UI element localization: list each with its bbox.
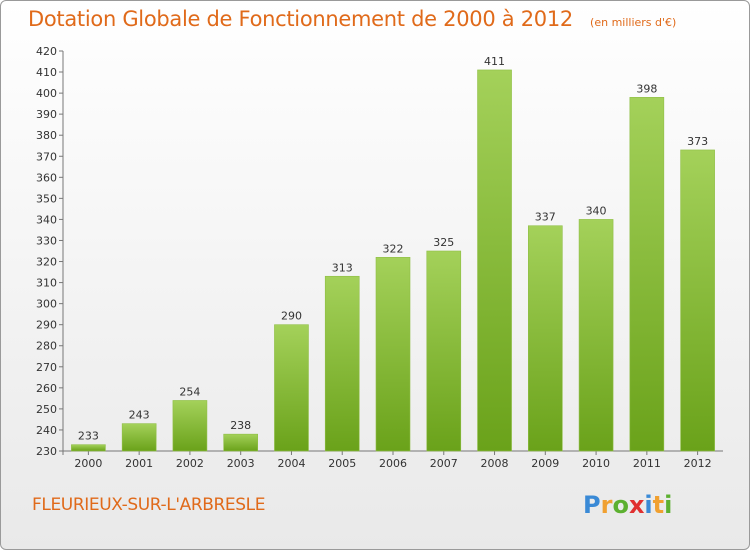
y-tick-label: 390 [36, 108, 57, 121]
bar-2011 [629, 97, 665, 452]
y-tick-label: 350 [36, 192, 57, 205]
x-tick-label: 2000 [74, 457, 102, 470]
y-tick-label: 320 [36, 256, 57, 269]
bar-value-label: 337 [535, 211, 556, 224]
logo-letter: x [628, 491, 645, 519]
x-tick-label: 2007 [430, 457, 458, 470]
logo-letter: o [612, 491, 629, 519]
logo-letter: t [652, 491, 665, 519]
y-tick-label: 400 [36, 87, 57, 100]
bar-value-label: 233 [78, 430, 99, 443]
x-tick-label: 2003 [227, 457, 255, 470]
proxiti-logo: Proxiti [583, 491, 672, 519]
bar-value-label: 243 [129, 409, 150, 422]
bar-value-label: 325 [433, 236, 454, 249]
y-tick-label: 340 [36, 213, 57, 226]
y-tick-label: 310 [36, 277, 57, 290]
chart-title-row: Dotation Globale de Fonctionnement de 20… [28, 7, 676, 31]
y-tick-label: 300 [36, 298, 57, 311]
bar-value-label: 373 [687, 135, 708, 148]
chart-axes: 230 240 250 260 270 280 290 300 310 320 330 340 350 3… [36, 45, 723, 458]
bar-value-label: 313 [332, 261, 353, 274]
bar-2005 [324, 275, 360, 452]
bar-value-label: 290 [281, 310, 302, 323]
bar-2000 [71, 444, 106, 452]
x-tick-label: 2010 [582, 457, 610, 470]
y-tick-label: 250 [36, 403, 57, 416]
bar-2001 [121, 423, 157, 452]
y-tick-label: 290 [36, 319, 57, 332]
y-tick-label: 360 [36, 171, 57, 184]
bar-value-label: 322 [383, 242, 404, 255]
x-tick-label: 2012 [684, 457, 712, 470]
bar-value-label: 398 [636, 82, 657, 95]
x-tick-label: 2005 [328, 457, 356, 470]
x-tick-label: 2011 [633, 457, 661, 470]
bar-2003 [223, 433, 258, 452]
bar-value-label: 254 [179, 385, 200, 398]
bar-2004 [274, 324, 309, 452]
y-tick-label: 260 [36, 382, 57, 395]
y-tick-label: 370 [36, 150, 57, 163]
bar-2006 [375, 257, 411, 452]
y-tick-label: 330 [36, 234, 57, 247]
y-tick-label: 410 [36, 66, 57, 79]
logo-letter: i [664, 491, 673, 519]
y-tick-label: 380 [36, 129, 57, 142]
bar-value-label: 238 [230, 419, 251, 432]
chart-labels: 233 2000 243 2001 254 2002 238 2003 290 2004 313 20… [74, 55, 711, 470]
x-tick-label: 2004 [277, 457, 305, 470]
chart-unit-note: (en milliers d'€) [590, 16, 677, 29]
logo-letter: r [600, 491, 613, 519]
logo-letter: P [583, 491, 601, 519]
y-tick-label: 280 [36, 340, 57, 353]
x-tick-label: 2001 [125, 457, 153, 470]
x-tick-label: 2009 [531, 457, 559, 470]
bar-value-label: 411 [484, 55, 505, 68]
x-tick-label: 2002 [176, 457, 204, 470]
bar-2010 [578, 219, 614, 452]
y-tick-label: 270 [36, 361, 57, 374]
commune-name: FLEURIEUX-SUR-L'ARBRESLE [32, 495, 266, 515]
bar-2012 [680, 149, 715, 452]
y-tick-label: 420 [36, 45, 57, 58]
y-tick-label: 240 [36, 424, 57, 437]
y-tick-label: 230 [36, 445, 57, 458]
bar-2007 [426, 250, 462, 452]
logo-letter: i [644, 491, 653, 519]
bar-2008 [477, 69, 512, 452]
chart-bars [71, 69, 715, 452]
x-tick-label: 2006 [379, 457, 407, 470]
x-tick-label: 2008 [481, 457, 509, 470]
chart-title: Dotation Globale de Fonctionnement de 20… [28, 7, 573, 31]
bar-value-label: 340 [586, 204, 607, 217]
bar-2002 [172, 400, 208, 452]
bar-2009 [528, 225, 563, 452]
